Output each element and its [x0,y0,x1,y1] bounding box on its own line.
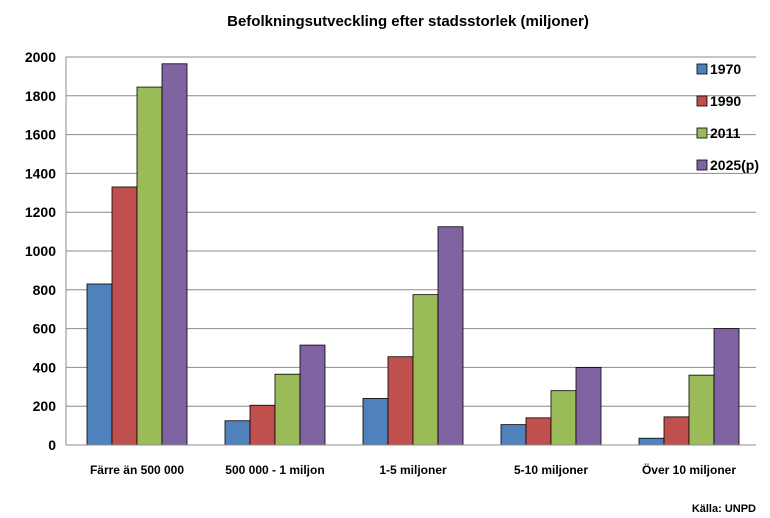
y-tick-label: 1000 [25,243,56,259]
y-tick-label: 200 [33,398,57,414]
bar-2025(p)-4 [713,328,740,446]
y-tick-label: 0 [48,437,56,453]
bar-1990-3 [525,417,552,446]
y-tick-label: 1400 [25,165,56,181]
y-tick-label: 1600 [25,127,56,143]
legend-swatch [696,95,708,107]
bar-1990-1 [249,404,276,446]
x-category-label: 500 000 - 1 miljon [225,463,324,477]
bar-2025(p)-1 [299,344,326,446]
y-tick-label: 2000 [25,49,56,65]
bar-2011-0 [136,86,163,446]
chart-title: Befolkningsutveckling efter stadsstorlek… [227,13,589,30]
bar-1990-0 [111,186,138,446]
legend-label: 2011 [710,125,741,141]
bar-1990-4 [663,416,690,446]
bar-1970-4 [638,437,665,446]
bar-2025(p)-2 [437,226,464,446]
x-category-labels: Färre än 500 000 500 000 - 1 miljon 1-5 mi… [90,462,736,477]
y-tick-label: 1200 [25,204,56,220]
bar-1970-0 [86,283,113,446]
x-category-label: 5-10 miljoner [514,463,588,477]
legend-label: 1990 [710,93,741,109]
legend: 1970 1990 2011 2025(p) [696,61,759,173]
y-tick-label: 1800 [25,88,56,104]
x-category-label: Färre än 500 000 [90,463,184,477]
legend-swatch [696,127,708,139]
legend-swatch [696,159,708,171]
x-category-label: Över 10 miljoner [642,462,736,477]
bar-2011-3 [550,390,577,446]
axes [65,57,756,446]
bar-2011-1 [274,373,301,446]
bar-2025(p)-0 [161,63,188,446]
bars [86,63,740,446]
bar-2011-4 [688,374,715,446]
y-tick-label: 800 [33,282,57,298]
x-category-label: 1-5 miljoner [379,463,447,477]
bar-1990-2 [387,356,414,446]
y-tick-labels: 0 200 400 600 800 1000 1200 1400 1600 1800 2000 [25,49,56,453]
bar-2011-2 [412,294,439,446]
legend-label: 1970 [710,61,741,77]
bar-1970-2 [362,398,389,446]
bar-1970-1 [224,420,251,446]
bar-1970-3 [500,424,527,446]
bar-2025(p)-3 [575,366,602,446]
y-tick-label: 600 [33,321,57,337]
source-note: Källa: UNPD [692,503,756,515]
y-tick-label: 400 [33,359,57,375]
legend-swatch [696,63,708,75]
legend-label: 2025(p) [710,157,759,173]
